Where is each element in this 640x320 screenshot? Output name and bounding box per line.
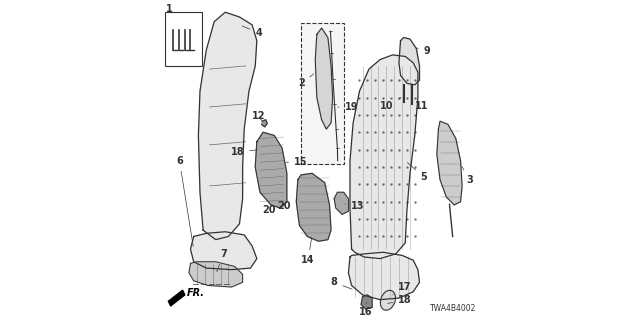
Text: 18: 18 <box>230 147 257 157</box>
Polygon shape <box>191 232 257 270</box>
Text: 4: 4 <box>242 26 262 38</box>
Text: 20: 20 <box>278 200 297 211</box>
Text: 8: 8 <box>330 277 352 289</box>
Text: 14: 14 <box>301 238 315 265</box>
Text: 11: 11 <box>412 96 429 111</box>
Text: 7: 7 <box>217 249 227 272</box>
Text: 9: 9 <box>417 46 430 56</box>
Polygon shape <box>334 192 348 214</box>
Text: 1: 1 <box>166 4 173 14</box>
Text: 20: 20 <box>262 205 276 215</box>
Polygon shape <box>361 295 372 309</box>
Polygon shape <box>399 37 419 85</box>
Text: 6: 6 <box>176 156 193 246</box>
Text: 2: 2 <box>298 74 314 88</box>
Text: 13: 13 <box>345 202 364 212</box>
Text: 19: 19 <box>338 102 358 112</box>
Polygon shape <box>168 290 185 306</box>
FancyBboxPatch shape <box>165 12 202 66</box>
Polygon shape <box>348 252 419 300</box>
FancyBboxPatch shape <box>301 23 344 164</box>
Polygon shape <box>262 120 268 127</box>
Text: FR.: FR. <box>187 288 205 298</box>
Polygon shape <box>437 121 462 205</box>
Polygon shape <box>350 55 418 259</box>
Polygon shape <box>255 132 287 208</box>
Text: 3: 3 <box>462 166 473 185</box>
Text: 16: 16 <box>359 303 372 317</box>
Text: 5: 5 <box>407 163 427 182</box>
Polygon shape <box>189 262 243 287</box>
Text: TWA4B4002: TWA4B4002 <box>430 304 476 313</box>
Text: 17: 17 <box>393 282 412 295</box>
Text: 10: 10 <box>380 97 401 111</box>
Polygon shape <box>316 28 333 129</box>
Polygon shape <box>296 173 331 241</box>
Polygon shape <box>198 12 257 240</box>
Text: 12: 12 <box>252 111 265 122</box>
Text: 18: 18 <box>387 295 412 305</box>
Text: 15: 15 <box>286 156 308 167</box>
Ellipse shape <box>380 290 396 310</box>
